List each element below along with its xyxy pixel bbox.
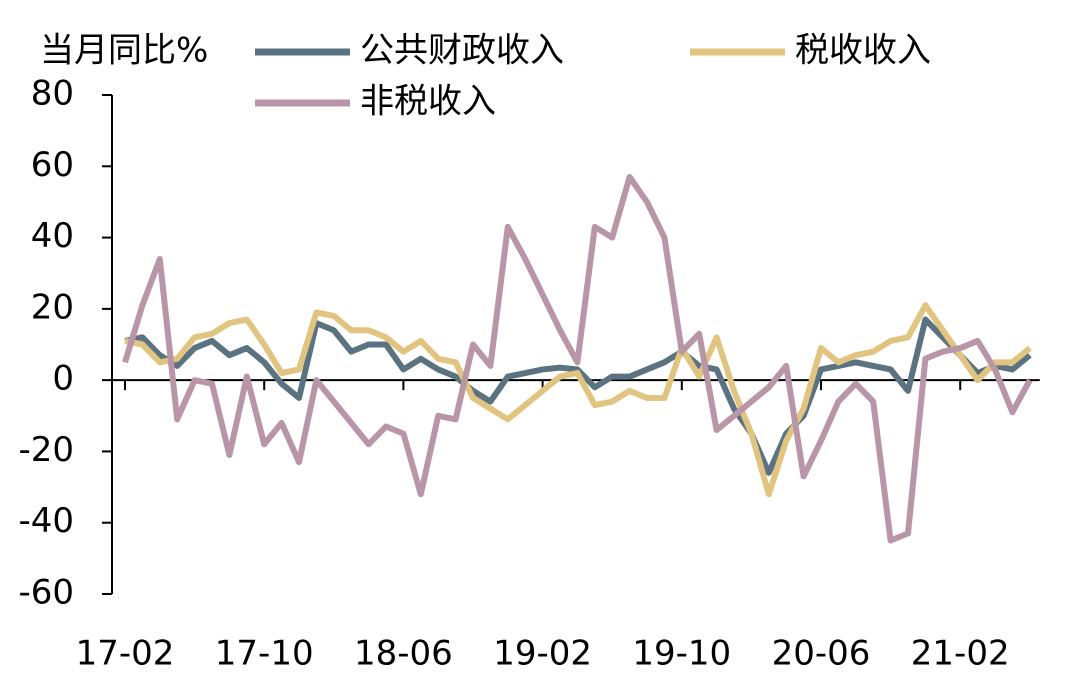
legend-label: 税收收入 <box>795 31 931 71</box>
y-tick-label: -40 <box>18 501 74 541</box>
y-tick-label: 0 <box>52 359 74 399</box>
y-tick-label: 80 <box>31 74 74 114</box>
legend-label: 非税收入 <box>360 82 496 122</box>
x-tick-label: 19-10 <box>632 634 731 674</box>
y-tick-label: 20 <box>31 287 74 327</box>
x-tick-label: 19-02 <box>493 634 592 674</box>
y-tick-label: -20 <box>18 430 74 470</box>
legend-label: 公共财政收入 <box>360 31 564 71</box>
y-axis-label: 当月同比% <box>40 31 208 71</box>
series-line <box>124 316 1032 476</box>
y-tick-label: 40 <box>31 216 74 256</box>
x-tick-label: 20-06 <box>772 634 871 674</box>
series-line <box>122 173 1033 544</box>
y-tick-label: 60 <box>31 145 74 185</box>
x-tick-label: 17-02 <box>76 634 175 674</box>
series-line <box>124 302 1032 498</box>
x-tick-label: 17-10 <box>215 634 314 674</box>
y-tick-label: -60 <box>18 573 74 613</box>
x-tick-label: 18-06 <box>354 634 453 674</box>
x-tick-label: 21-02 <box>911 634 1010 674</box>
